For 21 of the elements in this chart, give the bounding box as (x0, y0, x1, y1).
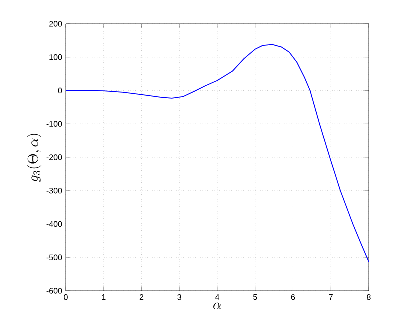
y-tick-label: 200 (50, 21, 62, 27)
x-tick-label: 5 (253, 294, 258, 300)
y-tick-label: -300 (46, 188, 62, 194)
y-tick-label: -500 (46, 254, 62, 260)
x-tick-label: 0 (64, 294, 68, 300)
y-tick-label: -600 (46, 288, 62, 294)
x-tick-label: 2 (140, 294, 144, 300)
y-axis-title: $g_3(\Theta,\alpha)$ (27, 134, 42, 182)
x-tick-label: 1 (102, 294, 106, 300)
line-series (66, 44, 369, 262)
x-tick-label: 8 (367, 294, 371, 300)
y-tick-label: -400 (46, 221, 62, 228)
x-axis-title: $\alpha$ (214, 302, 222, 310)
y-tick-label: 100 (50, 54, 62, 60)
y-tick-label: 0 (58, 88, 62, 94)
x-tick-label: 4 (215, 294, 220, 300)
x-tick-label: 6 (291, 294, 296, 300)
x-tick-label: 3 (178, 294, 182, 300)
y-tick-label: -100 (46, 121, 62, 127)
y-tick-label: -200 (46, 154, 62, 160)
x-tick-label: 7 (329, 294, 333, 300)
